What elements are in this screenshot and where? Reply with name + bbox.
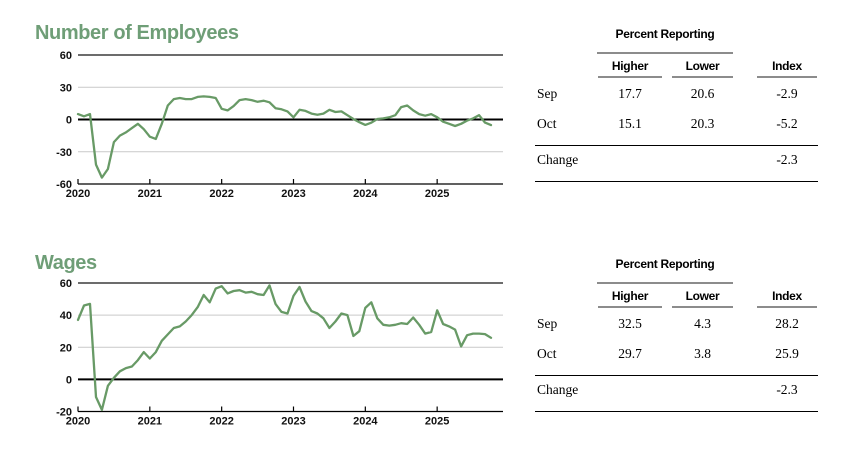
group-header: Percent Reporting xyxy=(615,257,715,271)
change-rule-top xyxy=(535,375,818,376)
cell-higher: 32.5 xyxy=(618,316,642,331)
col-header-lower: Lower xyxy=(685,289,720,303)
row-label: Oct xyxy=(537,346,557,361)
x-tick-label: 2023 xyxy=(281,416,305,428)
cell-higher: 29.7 xyxy=(618,346,642,361)
group-header-rule xyxy=(597,52,733,54)
higher-underline xyxy=(598,76,662,78)
cell-lower: 3.8 xyxy=(694,346,711,361)
y-tick-label: 0 xyxy=(66,374,72,386)
group-header: Percent Reporting xyxy=(615,27,715,41)
y-tick-label: 30 xyxy=(60,82,72,94)
lower-underline xyxy=(672,76,733,78)
y-tick-label: 0 xyxy=(66,115,72,127)
x-tick-label: 2023 xyxy=(281,188,305,200)
cell-index: -5.2 xyxy=(776,116,798,131)
cell-lower: 20.3 xyxy=(690,116,715,131)
change-label: Change xyxy=(537,382,579,397)
col-header-higher: Higher xyxy=(611,59,649,73)
cell-lower: 4.3 xyxy=(694,316,711,331)
y-tick-label: 60 xyxy=(60,278,72,290)
x-tick-label: 2025 xyxy=(425,188,449,200)
change-rule-top xyxy=(535,145,818,146)
y-tick-label: 40 xyxy=(60,310,72,322)
employees-chart-title: Number of Employees xyxy=(35,22,239,44)
employees-table: Percent Reporting Higher Lower Index Sep… xyxy=(535,26,820,188)
x-tick-label: 2025 xyxy=(425,416,449,428)
higher-underline xyxy=(598,306,662,308)
col-header-lower: Lower xyxy=(685,59,720,73)
x-tick-label: 2020 xyxy=(66,188,90,200)
change-rule-bottom xyxy=(535,181,818,182)
group-header-rule xyxy=(597,282,733,284)
change-label: Change xyxy=(537,152,579,167)
cell-index: 28.2 xyxy=(775,316,799,331)
y-tick-label: -20 xyxy=(56,407,72,419)
cell-index: -2.9 xyxy=(776,86,798,101)
x-tick-label: 2021 xyxy=(138,188,162,200)
x-tick-label: 2022 xyxy=(209,416,233,428)
x-tick-label: 2021 xyxy=(138,416,162,428)
change-rule-bottom xyxy=(535,411,818,412)
x-tick-label: 2020 xyxy=(66,416,90,428)
col-header-index: Index xyxy=(772,289,802,303)
cell-higher: 17.7 xyxy=(618,86,642,101)
index-underline xyxy=(757,76,817,78)
col-header-higher: Higher xyxy=(611,289,649,303)
row-label: Sep xyxy=(537,86,558,101)
wages-chart-title: Wages xyxy=(35,252,97,274)
y-tick-label: 60 xyxy=(60,50,72,62)
data-line xyxy=(76,284,493,412)
x-tick-label: 2022 xyxy=(209,188,233,200)
row-label: Oct xyxy=(537,116,557,131)
y-tick-label: 20 xyxy=(60,342,72,354)
x-tick-label: 2024 xyxy=(353,416,378,428)
cell-lower: 20.6 xyxy=(690,86,715,101)
col-header-index: Index xyxy=(772,59,802,73)
y-tick-label: -30 xyxy=(56,147,72,159)
change-index: -2.3 xyxy=(776,152,798,167)
cell-index: 25.9 xyxy=(775,346,799,361)
index-underline xyxy=(757,306,817,308)
wages-table: Percent Reporting Higher Lower Index Sep… xyxy=(535,256,820,418)
y-tick-label: -60 xyxy=(56,179,72,191)
data-line xyxy=(76,95,493,179)
x-tick-label: 2024 xyxy=(353,188,378,200)
cell-higher: 15.1 xyxy=(618,116,642,131)
lower-underline xyxy=(672,306,733,308)
row-label: Sep xyxy=(537,316,558,331)
change-index: -2.3 xyxy=(776,382,798,397)
